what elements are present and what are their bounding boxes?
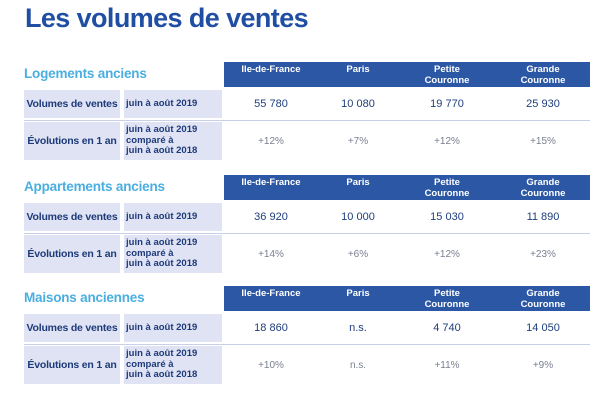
row-separator (24, 233, 590, 234)
row-label-volumes: Volumes de ventes (24, 203, 120, 231)
period-label-volumes: juin à août 2019 (124, 203, 222, 231)
cell-volume-ile-de-france: 36 920 (254, 211, 288, 223)
period-label-volumes: juin à août 2019 (124, 90, 222, 118)
row-volumes: Volumes de ventes juin à août 2019 36 92… (24, 203, 590, 231)
cell-volume-petite-couronne: 19 770 (430, 98, 464, 110)
cell-evolution-petite-couronne: +12% (434, 135, 460, 147)
column-header-petite-couronne: Petite Couronne (398, 175, 496, 200)
section-title: Logements anciens (24, 66, 147, 81)
cell-evolution-ile-de-france: +14% (258, 248, 284, 260)
section-header: Maisons anciennes Ile-de-France Paris Pe… (24, 286, 590, 311)
row-evolutions: Évolutions en 1 an juin à août 2019 comp… (24, 346, 590, 384)
cell-evolution-paris: +6% (347, 248, 369, 260)
cell-evolution-paris: +7% (347, 135, 369, 147)
page-title: Les volumes de ventes (25, 3, 309, 33)
column-header-ile-de-france: Ile-de-France (224, 62, 318, 87)
column-header-paris: Paris (318, 175, 398, 200)
row-separator (24, 120, 590, 121)
cell-volume-grande-couronne: 11 890 (526, 211, 560, 223)
row-label-evolutions: Évolutions en 1 an (24, 346, 120, 384)
column-header-petite-couronne: Petite Couronne (398, 286, 496, 311)
section-title: Appartements anciens (24, 179, 165, 194)
cell-volume-paris: 10 080 (341, 98, 375, 110)
cell-volume-ile-de-france: 55 780 (254, 98, 288, 110)
row-evolutions: Évolutions en 1 an juin à août 2019 comp… (24, 122, 590, 160)
row-label-volumes: Volumes de ventes (24, 314, 120, 342)
row-separator (24, 344, 590, 345)
cell-evolution-grande-couronne: +15% (530, 135, 556, 147)
period-label-volumes: juin à août 2019 (124, 314, 222, 342)
cell-evolution-petite-couronne: +12% (434, 248, 460, 260)
column-header-paris: Paris (318, 286, 398, 311)
period-label-evolutions: juin à août 2019 comparé à juin à août 2… (124, 346, 222, 384)
cell-evolution-paris: n.s. (349, 359, 367, 371)
section-header: Appartements anciens Ile-de-France Paris… (24, 175, 590, 200)
section-appartements-anciens: Appartements anciens Ile-de-France Paris… (24, 175, 590, 275)
row-label-evolutions: Évolutions en 1 an (24, 235, 120, 273)
cell-evolution-ile-de-france: +10% (258, 359, 284, 371)
column-header-ile-de-france: Ile-de-France (224, 175, 318, 200)
cell-evolution-petite-couronne: +11% (434, 359, 460, 371)
cell-volume-paris: n.s. (349, 322, 367, 334)
section-maisons-anciennes: Maisons anciennes Ile-de-France Paris Pe… (24, 286, 590, 386)
row-evolutions: Évolutions en 1 an juin à août 2019 comp… (24, 235, 590, 273)
column-header-petite-couronne: Petite Couronne (398, 62, 496, 87)
cell-volume-grande-couronne: 25 930 (526, 98, 560, 110)
column-header-grande-couronne: Grande Couronne (496, 286, 590, 311)
cell-volume-paris: 10 000 (341, 211, 375, 223)
column-header-ile-de-france: Ile-de-France (224, 286, 318, 311)
cell-evolution-grande-couronne: +23% (530, 248, 556, 260)
period-label-evolutions: juin à août 2019 comparé à juin à août 2… (124, 235, 222, 273)
cell-volume-petite-couronne: 4 740 (433, 322, 461, 334)
column-header-grande-couronne: Grande Couronne (496, 175, 590, 200)
cell-volume-petite-couronne: 15 030 (430, 211, 464, 223)
cell-evolution-ile-de-france: +12% (258, 135, 284, 147)
row-label-volumes: Volumes de ventes (24, 90, 120, 118)
cell-volume-grande-couronne: 14 050 (526, 322, 560, 334)
cell-volume-ile-de-france: 18 860 (254, 322, 288, 334)
row-label-evolutions: Évolutions en 1 an (24, 122, 120, 160)
cell-evolution-grande-couronne: +9% (532, 359, 554, 371)
section-title: Maisons anciennes (24, 290, 145, 305)
section-header: Logements anciens Ile-de-France Paris Pe… (24, 62, 590, 87)
section-logements-anciens: Logements anciens Ile-de-France Paris Pe… (24, 62, 590, 162)
column-header-grande-couronne: Grande Couronne (496, 62, 590, 87)
row-volumes: Volumes de ventes juin à août 2019 55 78… (24, 90, 590, 118)
column-header-paris: Paris (318, 62, 398, 87)
period-label-evolutions: juin à août 2019 comparé à juin à août 2… (124, 122, 222, 160)
row-volumes: Volumes de ventes juin à août 2019 18 86… (24, 314, 590, 342)
